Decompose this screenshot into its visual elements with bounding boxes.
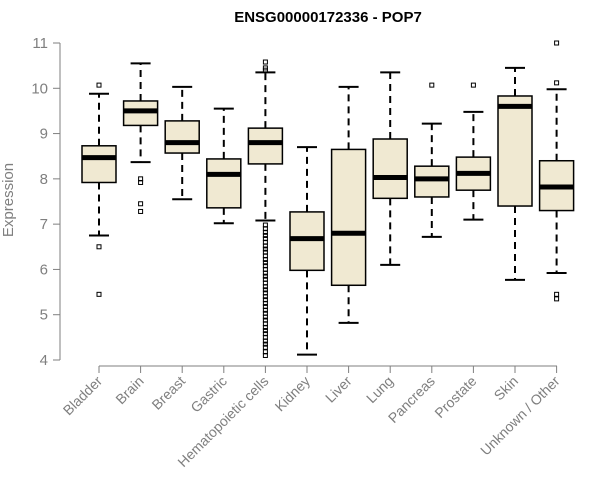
- box-brain: [122, 62, 159, 214]
- x-tick-label: Prostate: [431, 373, 479, 421]
- box-liver: [330, 85, 367, 324]
- y-tick-label: 4: [40, 352, 48, 369]
- box-bladder: [81, 82, 117, 297]
- outlier-point: [554, 80, 560, 86]
- box-prostate: [455, 82, 492, 221]
- x-tick-label: Unknown / Other: [477, 373, 563, 459]
- y-tick-label: 6: [40, 261, 48, 278]
- x-tick-label: Kidney: [272, 373, 314, 415]
- iqr-box: [164, 120, 200, 154]
- x-tick-label: Lung: [363, 373, 396, 406]
- y-tick-label: 9: [40, 126, 48, 143]
- outlier-point: [96, 291, 102, 297]
- outlier-point: [429, 82, 435, 88]
- y-tick-label: 11: [32, 35, 48, 52]
- outlier-point: [262, 243, 268, 249]
- y-tick-label: 8: [40, 171, 48, 188]
- outlier-point: [262, 232, 268, 238]
- outlier-point: [262, 328, 268, 334]
- x-tick-label: Skin: [491, 373, 522, 404]
- box-gastric: [206, 107, 242, 225]
- outlier-point: [138, 208, 144, 214]
- x-tick-label: Liver: [322, 373, 355, 406]
- box-kidney: [289, 146, 325, 356]
- outlier-point: [554, 296, 560, 302]
- outlier-point: [554, 40, 560, 46]
- iqr-box: [206, 158, 242, 209]
- y-axis-label: Expression: [0, 163, 17, 237]
- outlier-point: [262, 344, 268, 350]
- outlier-point: [262, 229, 268, 235]
- outlier-point: [262, 294, 268, 300]
- outlier-point: [262, 307, 268, 313]
- y-tick-label: 5: [40, 307, 48, 324]
- outlier-point: [138, 201, 144, 207]
- outlier-point: [262, 300, 268, 306]
- box-skin: [497, 66, 533, 281]
- box-breast: [164, 85, 200, 201]
- outlier-point: [262, 260, 268, 266]
- box-unknown-other: [538, 40, 575, 302]
- y-tick-label: 10: [31, 80, 48, 97]
- outlier-point: [96, 82, 102, 88]
- outlier-point: [96, 244, 102, 250]
- outlier-point: [262, 270, 268, 276]
- iqr-box: [330, 148, 367, 287]
- x-tick-label: Breast: [148, 373, 188, 413]
- outlier-point: [262, 324, 268, 330]
- outlier-point: [262, 338, 268, 344]
- outlier-point: [262, 341, 268, 347]
- iqr-box: [414, 165, 450, 198]
- outlier-point: [262, 314, 268, 320]
- y-tick-label: 7: [40, 216, 48, 233]
- outlier-point: [262, 352, 268, 358]
- outlier-point: [470, 82, 476, 88]
- box-hematopoietic-cells: [247, 59, 284, 358]
- box-lung: [372, 71, 408, 266]
- outlier-point: [262, 67, 268, 73]
- x-tick-label: Bladder: [60, 373, 106, 419]
- outlier-point: [262, 59, 268, 65]
- y-axis-ticks: 4 5 6 7 8 9 10 11: [31, 35, 60, 369]
- outlier-point: [262, 284, 268, 290]
- iqr-box: [81, 145, 117, 184]
- chart-title: ENSG00000172336 - POP7: [234, 9, 422, 26]
- outlier-point: [262, 256, 268, 262]
- box-series: [81, 40, 575, 358]
- iqr-box: [372, 138, 408, 200]
- iqr-box: [497, 95, 533, 207]
- outlier-point: [262, 246, 268, 252]
- outlier-point: [262, 287, 268, 293]
- outlier-point: [262, 273, 268, 279]
- outlier-point: [554, 291, 560, 297]
- x-tick-label: Brain: [112, 373, 146, 407]
- iqr-box: [247, 127, 284, 165]
- box-pancreas: [414, 82, 450, 238]
- outlier-point: [138, 179, 144, 185]
